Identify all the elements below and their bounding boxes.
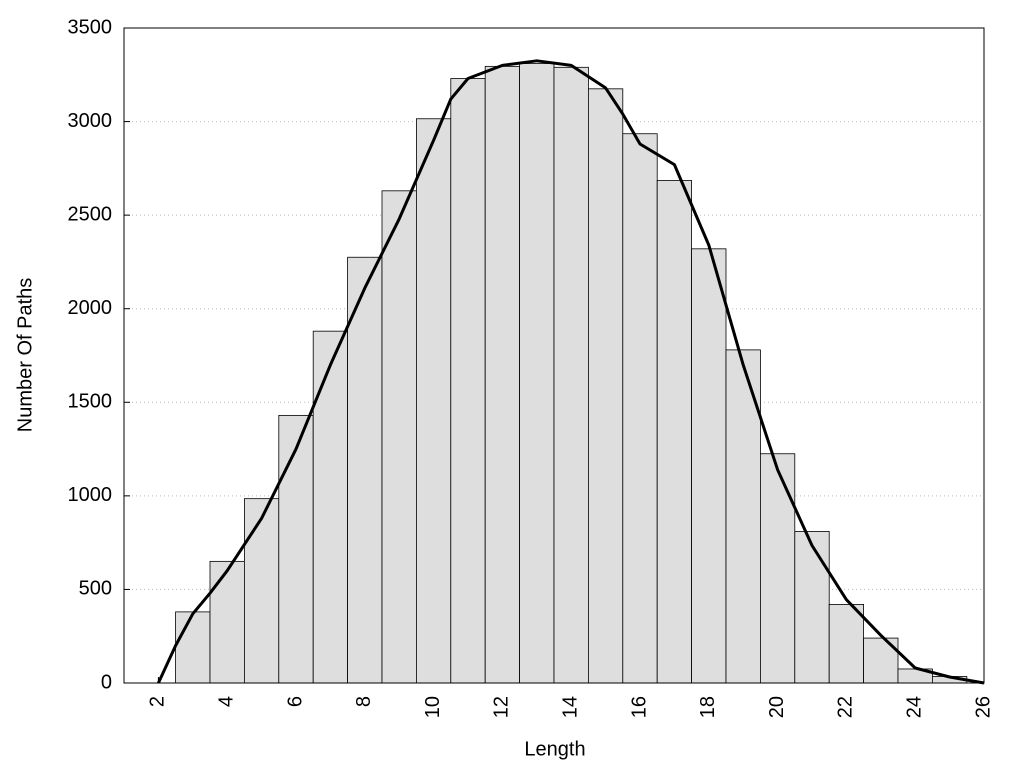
y-tick-label: 1500 (68, 391, 113, 413)
bar (175, 611, 211, 684)
bar (209, 560, 245, 684)
y-tick-label: 500 (79, 578, 112, 600)
bar (656, 180, 693, 684)
x-tick-label: 18 (697, 696, 719, 718)
bar (588, 88, 624, 684)
bar (691, 248, 727, 684)
x-tick-label: 4 (215, 696, 237, 707)
y-tick-label: 3000 (68, 110, 113, 132)
bar (243, 498, 280, 684)
bar (519, 63, 555, 684)
x-tick-label: 10 (422, 696, 444, 718)
bar (450, 78, 486, 684)
bar (484, 65, 521, 684)
bar (278, 414, 314, 684)
x-tick-label: 24 (903, 696, 925, 718)
y-tick-label: 0 (101, 671, 112, 693)
bar (312, 330, 349, 684)
x-tick-label: 12 (491, 696, 513, 718)
bar (553, 66, 589, 684)
x-tick-label: 20 (766, 696, 788, 718)
bar (794, 531, 830, 684)
bar (828, 604, 865, 684)
y-axis-label: Number Of Paths (14, 278, 36, 433)
density-curve (157, 59, 985, 685)
bar (760, 453, 796, 684)
x-tick-label: 6 (284, 696, 306, 707)
y-tick-label: 1000 (68, 484, 113, 506)
x-tick-label: 22 (835, 696, 857, 718)
x-tick-label: 14 (559, 696, 581, 718)
bar (415, 118, 452, 684)
plot-frame (123, 27, 985, 684)
x-tick-label: 2 (147, 696, 169, 707)
bar (725, 349, 761, 684)
bar (622, 133, 658, 684)
y-tick-label: 2500 (68, 203, 113, 225)
bar (381, 190, 417, 684)
y-tick-label: 2000 (68, 297, 113, 319)
x-tick-label: 16 (628, 696, 650, 718)
y-tick-label: 3500 (68, 16, 113, 38)
bar (347, 256, 383, 684)
x-axis-label: Length (524, 738, 585, 760)
x-tick-label: 26 (972, 696, 994, 718)
x-tick-label: 8 (353, 696, 375, 707)
